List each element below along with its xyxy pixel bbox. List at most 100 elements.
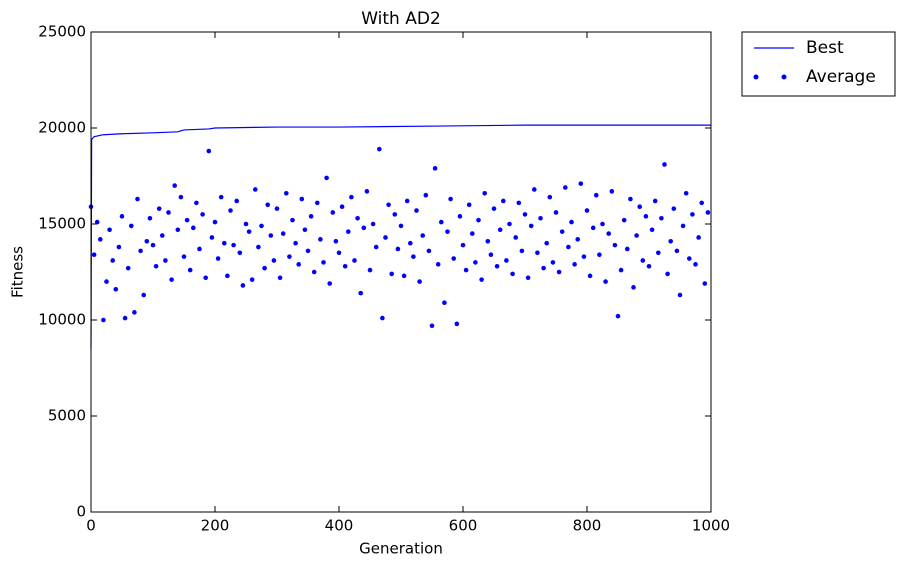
y-tick-label: 25000 xyxy=(38,23,86,41)
average-point xyxy=(563,185,568,190)
average-point xyxy=(110,258,115,263)
average-point xyxy=(129,223,134,229)
average-point xyxy=(547,194,553,200)
average-point xyxy=(618,267,624,273)
average-point xyxy=(194,200,199,206)
average-point xyxy=(404,198,410,204)
average-point xyxy=(494,263,500,269)
average-point xyxy=(699,200,704,206)
average-point xyxy=(696,235,701,240)
average-point xyxy=(417,279,422,284)
average-point xyxy=(491,206,497,211)
average-point xyxy=(395,246,401,252)
average-point xyxy=(231,242,236,248)
average-point xyxy=(187,267,193,273)
average-point xyxy=(358,290,364,296)
average-point xyxy=(209,235,215,240)
y-tick-label: 0 xyxy=(76,503,86,521)
average-point xyxy=(476,217,481,223)
average-point xyxy=(643,214,649,219)
average-point xyxy=(690,212,695,217)
average-point xyxy=(532,187,537,192)
average-point xyxy=(305,248,311,254)
average-point xyxy=(683,190,689,196)
average-point xyxy=(218,194,224,200)
average-point xyxy=(256,244,261,250)
average-point xyxy=(153,263,159,269)
average-point xyxy=(671,206,677,211)
average-point xyxy=(339,204,345,210)
average-point xyxy=(296,262,302,267)
x-tick-label: 200 xyxy=(201,517,230,535)
average-point xyxy=(572,262,577,267)
average-point xyxy=(268,233,274,238)
average-point xyxy=(621,217,627,223)
average-point xyxy=(389,271,395,277)
average-point xyxy=(473,260,478,265)
average-point xyxy=(470,231,475,236)
average-point xyxy=(482,190,488,196)
average-point xyxy=(315,200,320,206)
average-point xyxy=(454,321,460,327)
average-point xyxy=(649,227,655,233)
average-point xyxy=(178,194,184,200)
average-point xyxy=(246,229,252,234)
legend-label: Best xyxy=(806,38,844,58)
average-point xyxy=(398,223,404,229)
average-point xyxy=(271,258,277,263)
average-point xyxy=(141,292,146,298)
plot-frame xyxy=(90,31,712,513)
legend-dot xyxy=(781,74,787,80)
average-point xyxy=(448,196,453,202)
average-point xyxy=(280,231,286,236)
average-point xyxy=(457,214,463,219)
average-point xyxy=(361,225,367,231)
average-point xyxy=(646,263,652,269)
average-point xyxy=(119,214,125,219)
average-point xyxy=(631,285,636,290)
average-point xyxy=(680,223,686,229)
average-point xyxy=(606,231,611,236)
average-point xyxy=(116,244,122,250)
average-point xyxy=(352,258,357,263)
average-point xyxy=(420,233,426,238)
average-point xyxy=(101,317,106,323)
average-point xyxy=(342,263,348,269)
best-line xyxy=(90,124,711,349)
average-point xyxy=(346,229,351,234)
average-point xyxy=(637,204,642,210)
average-point xyxy=(550,260,556,265)
average-point xyxy=(442,300,447,306)
chart-title: With AD2 xyxy=(361,9,441,29)
average-point xyxy=(373,244,379,250)
average-point xyxy=(287,254,292,259)
average-point xyxy=(265,202,271,208)
average-point xyxy=(156,206,162,211)
average-point xyxy=(311,269,317,275)
average-point xyxy=(132,310,137,315)
average-point xyxy=(479,277,484,282)
average-point xyxy=(460,242,466,248)
average-point xyxy=(702,281,708,286)
average-point xyxy=(662,162,667,167)
average-point xyxy=(234,198,239,204)
average-point xyxy=(625,246,630,252)
average-point xyxy=(463,267,469,273)
average-point xyxy=(228,208,233,213)
average-point xyxy=(370,221,376,227)
average-point xyxy=(144,238,150,244)
average-point xyxy=(308,214,314,219)
average-point xyxy=(184,217,190,223)
average-point xyxy=(659,215,664,221)
average-point xyxy=(504,258,509,263)
average-point xyxy=(222,240,227,246)
average-point xyxy=(240,283,246,288)
average-point xyxy=(150,242,156,248)
average-point xyxy=(519,248,525,254)
average-point xyxy=(274,206,280,211)
y-tick-label: 10000 xyxy=(38,311,86,329)
average-point xyxy=(656,250,661,256)
average-point xyxy=(612,242,618,248)
average-point xyxy=(147,215,153,221)
average-point xyxy=(510,271,515,277)
